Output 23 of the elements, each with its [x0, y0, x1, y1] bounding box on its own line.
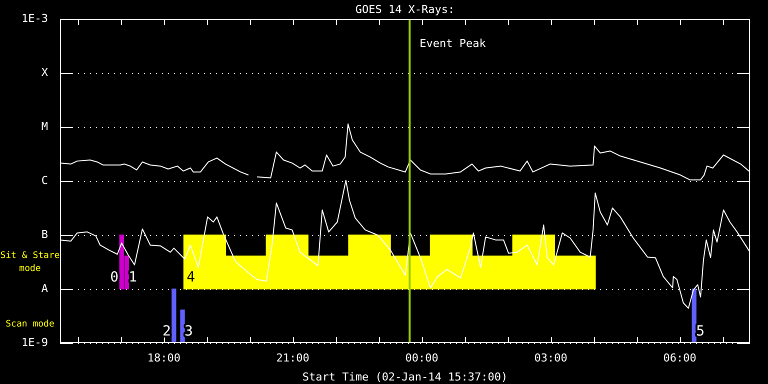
annotation: 0: [110, 270, 119, 286]
annotation: 2: [162, 324, 171, 340]
x-tick-label: 21:00: [276, 351, 310, 364]
y-tick-label: 1E-9: [22, 336, 48, 349]
y-tick-label: 1E-3: [22, 12, 48, 25]
text: Scan mode: [6, 319, 54, 330]
annotation: 1: [128, 270, 138, 286]
y-tick-label: B: [41, 228, 48, 241]
annotation: 3: [184, 324, 193, 340]
x-tick-label: 00:00: [405, 351, 438, 364]
ref-line-label: Event Peak: [420, 36, 486, 50]
chart-title: GOES 14 X-Rays:: [355, 2, 455, 16]
y-tick-label: M: [41, 120, 48, 133]
annotation: 4: [186, 270, 196, 286]
y-tick-label: A: [41, 282, 48, 295]
x-axis-title: Start Time (02-Jan-14 15:37:00): [302, 370, 508, 384]
text: Sit & Stare mode: [0, 250, 60, 274]
x-tick-label: 03:00: [534, 351, 568, 364]
annotation: 5: [696, 324, 705, 340]
x-tick-label: 18:00: [147, 351, 180, 364]
y-tick-label: C: [41, 174, 48, 187]
x-tick-label: 06:00: [663, 351, 696, 364]
y-tick-label: X: [41, 66, 48, 79]
